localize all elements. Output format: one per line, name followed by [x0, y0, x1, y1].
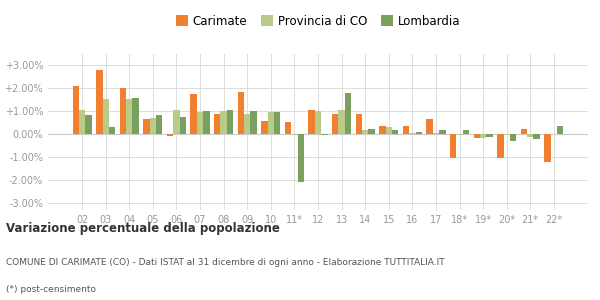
Bar: [510, 134, 516, 141]
Bar: [156, 115, 163, 134]
Bar: [167, 134, 173, 136]
Bar: [285, 122, 291, 134]
Bar: [386, 128, 392, 134]
Bar: [291, 134, 298, 135]
Bar: [227, 110, 233, 134]
Bar: [179, 117, 186, 134]
Bar: [321, 134, 328, 135]
Bar: [143, 119, 149, 134]
Bar: [79, 110, 85, 134]
Bar: [220, 111, 227, 134]
Bar: [450, 134, 457, 158]
Bar: [173, 110, 179, 134]
Bar: [503, 134, 510, 135]
Bar: [521, 129, 527, 134]
Bar: [345, 93, 351, 134]
Bar: [238, 92, 244, 134]
Bar: [403, 126, 409, 134]
Bar: [497, 134, 503, 158]
Bar: [533, 134, 540, 139]
Legend: Carimate, Provincia di CO, Lombardia: Carimate, Provincia di CO, Lombardia: [171, 10, 465, 32]
Bar: [463, 130, 469, 134]
Bar: [379, 126, 386, 134]
Bar: [356, 114, 362, 134]
Bar: [261, 121, 268, 134]
Bar: [427, 119, 433, 134]
Text: Variazione percentuale della popolazione: Variazione percentuale della popolazione: [6, 222, 280, 235]
Bar: [338, 110, 345, 134]
Bar: [244, 114, 250, 134]
Bar: [133, 98, 139, 134]
Bar: [362, 130, 368, 134]
Bar: [392, 130, 398, 134]
Bar: [120, 88, 126, 134]
Bar: [250, 111, 257, 134]
Bar: [274, 112, 280, 134]
Bar: [203, 111, 209, 134]
Bar: [409, 133, 416, 134]
Bar: [85, 115, 92, 134]
Bar: [149, 118, 156, 134]
Bar: [126, 99, 133, 134]
Bar: [473, 134, 480, 138]
Bar: [298, 134, 304, 182]
Text: (*) post-censimento: (*) post-censimento: [6, 285, 96, 294]
Bar: [315, 111, 321, 134]
Bar: [197, 112, 203, 134]
Bar: [308, 110, 315, 134]
Bar: [190, 94, 197, 134]
Bar: [557, 126, 563, 134]
Bar: [544, 134, 551, 162]
Text: COMUNE DI CARIMATE (CO) - Dati ISTAT al 31 dicembre di ogni anno - Elaborazione : COMUNE DI CARIMATE (CO) - Dati ISTAT al …: [6, 258, 445, 267]
Bar: [214, 114, 220, 134]
Bar: [416, 132, 422, 134]
Bar: [73, 86, 79, 134]
Bar: [457, 134, 463, 135]
Bar: [368, 129, 375, 134]
Bar: [268, 112, 274, 134]
Bar: [439, 130, 446, 134]
Bar: [96, 70, 103, 134]
Bar: [109, 128, 115, 134]
Bar: [433, 133, 439, 134]
Bar: [480, 134, 487, 138]
Bar: [527, 134, 533, 136]
Bar: [487, 134, 493, 136]
Bar: [103, 99, 109, 134]
Bar: [332, 114, 338, 134]
